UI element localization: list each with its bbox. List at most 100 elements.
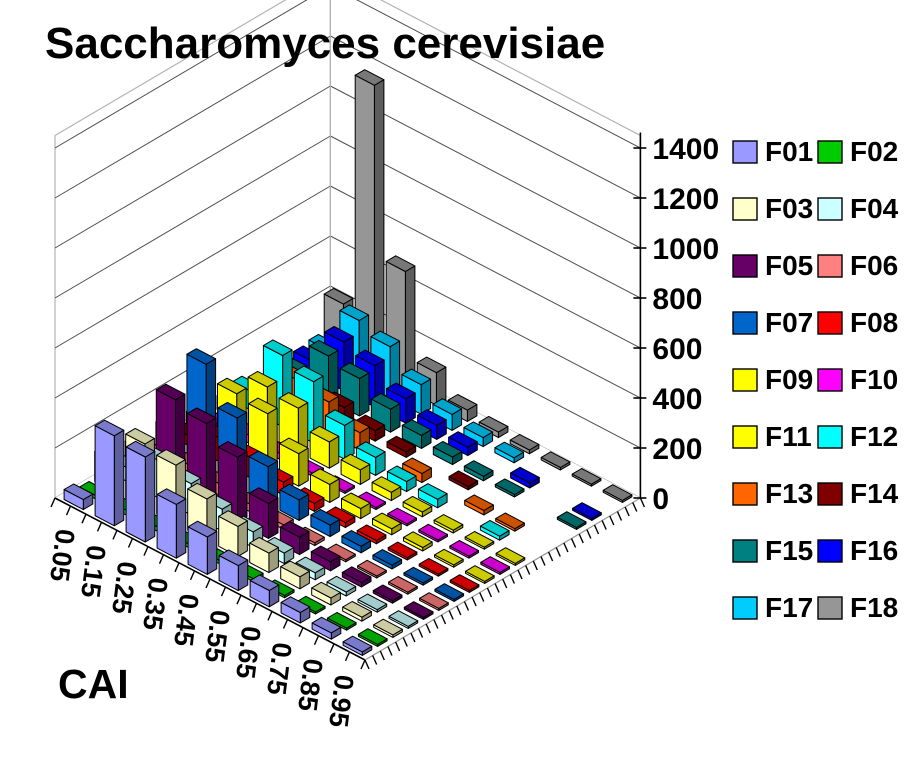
- series-tick: [410, 632, 416, 643]
- bar-side-face: [359, 372, 370, 417]
- legend-swatch-F06: [817, 254, 843, 278]
- legend-swatch-F05: [732, 254, 758, 278]
- bar-F11-0.45: [340, 453, 371, 485]
- bar-top-face: [465, 565, 495, 582]
- bar-F04-0.85: [357, 593, 388, 613]
- category-tick: [282, 619, 289, 629]
- bar-top-face: [494, 478, 525, 495]
- legend-item-F03: F03: [732, 193, 813, 224]
- bar-F12-0.55: [386, 465, 417, 493]
- series-tick: [616, 511, 623, 521]
- bar-F15-0.95: [556, 511, 587, 530]
- series-tick: [532, 560, 538, 571]
- bar-top-face: [385, 255, 416, 272]
- value-axis-label: 1200: [652, 183, 719, 216]
- bar-top-face: [417, 409, 447, 426]
- bar-top-face: [310, 545, 341, 563]
- bar-F04-0.95: [388, 610, 419, 629]
- bar-top-face: [540, 451, 571, 468]
- category-tick: [174, 562, 180, 573]
- bar-F16-0.95: [572, 502, 602, 521]
- bar-F05-0.95: [403, 601, 434, 620]
- bar-top-face: [370, 393, 401, 410]
- legend-item-F06: F06: [817, 250, 898, 281]
- legend-item-F17: F17: [732, 592, 813, 623]
- legend-label-F16: F16: [850, 535, 898, 566]
- bar-top-face: [357, 593, 388, 611]
- bar-top-face: [403, 531, 433, 548]
- gridline: [54, 185, 331, 349]
- bar-F18-0.95: [602, 484, 633, 503]
- bar-top-face: [218, 510, 248, 527]
- gridline: [330, 35, 641, 199]
- bar-top-face: [464, 494, 494, 511]
- legend-item-F18: F18: [817, 592, 898, 623]
- category-label: 0.45: [168, 592, 204, 648]
- bar-top-face: [402, 457, 432, 475]
- bar-top-face: [463, 421, 494, 439]
- bar-F01-0.85: [311, 616, 342, 640]
- category-tick: [143, 546, 149, 556]
- bar-F07-0.75: [372, 549, 403, 570]
- bar-F11-0.65: [402, 495, 433, 518]
- bar-top-face: [418, 558, 449, 575]
- category-label: 0.25: [106, 560, 142, 616]
- bar-top-face: [247, 370, 278, 388]
- bar-top-face: [280, 560, 310, 578]
- bar-top-face: [556, 511, 587, 528]
- legend-swatch-F09: [732, 368, 758, 392]
- series-tick: [547, 551, 554, 562]
- bar-top-face: [339, 304, 370, 321]
- legend-label-F17: F17: [765, 592, 813, 623]
- series-tick: [578, 533, 584, 544]
- legend-label-F02: F02: [850, 136, 898, 167]
- category-label: 0.95: [323, 673, 359, 729]
- bar-top-face: [402, 495, 433, 513]
- legend-label-F13: F13: [765, 478, 813, 509]
- legend-swatch-F16: [817, 539, 843, 563]
- bar-F09-0.95: [465, 565, 495, 584]
- bar-top-face: [355, 441, 386, 458]
- x-axis-title: CAI: [58, 661, 129, 707]
- bar-top-face: [355, 349, 385, 367]
- series-tick: [525, 565, 531, 575]
- value-axis-label: 400: [652, 383, 702, 416]
- series-tick: [555, 547, 561, 557]
- value-axis-label: 600: [652, 333, 702, 366]
- bar-top-face: [217, 401, 248, 419]
- bar-top-face: [323, 287, 354, 305]
- bar-F13-0.85: [495, 512, 525, 532]
- legend-label-F15: F15: [765, 535, 813, 566]
- bar-top-face: [279, 437, 309, 455]
- bar-top-face: [155, 383, 186, 401]
- bar-top-face: [370, 330, 401, 348]
- value-axis-label: 800: [652, 283, 702, 316]
- bar-top-face: [94, 419, 125, 437]
- legend-item-F01: F01: [732, 136, 813, 167]
- category-tick: [267, 611, 273, 621]
- bar-top-face: [310, 468, 340, 485]
- gridline: [356, 0, 641, 149]
- category-tick: [313, 635, 320, 645]
- bar-F11-0.25: [278, 392, 309, 453]
- bar-top-face: [419, 592, 449, 609]
- series-tick: [486, 587, 493, 598]
- gridline: [54, 35, 331, 199]
- bar-top-face: [403, 566, 434, 584]
- bar-top-face: [248, 397, 278, 415]
- legend-swatch-F02: [817, 140, 843, 164]
- category-tick: [344, 651, 351, 662]
- legend-label-F08: F08: [850, 307, 898, 338]
- series-tick: [586, 529, 592, 539]
- bar-top-face: [494, 441, 525, 459]
- bar-top-face: [309, 425, 340, 443]
- series-tick: [540, 556, 546, 566]
- bar-top-face: [373, 618, 403, 636]
- bar-top-face: [386, 382, 416, 400]
- bar-top-face: [341, 566, 372, 583]
- bar-side-face: [113, 429, 125, 527]
- bar-F16-0.75: [510, 466, 540, 489]
- series-tick: [509, 574, 515, 584]
- bar-side-face: [298, 447, 309, 487]
- bar-top-face: [354, 69, 385, 86]
